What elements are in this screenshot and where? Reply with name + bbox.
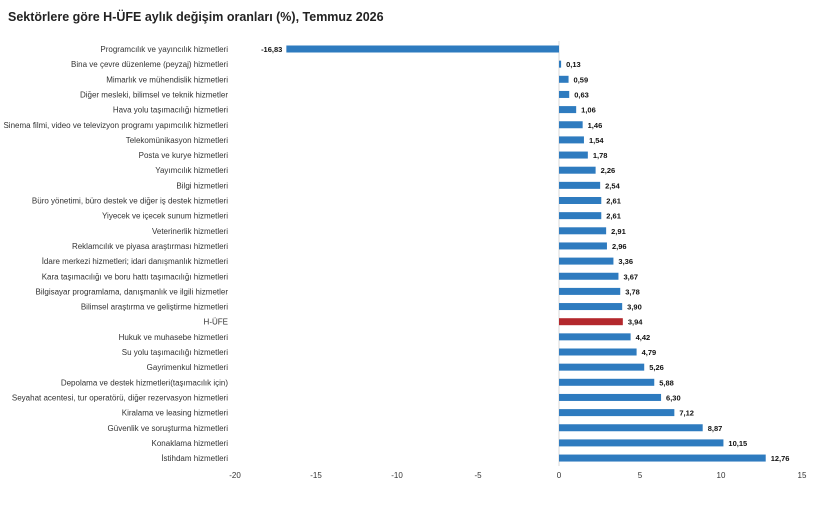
- bar: [559, 363, 645, 371]
- category-label: İdare merkezi hizmetleri; idari danışman…: [42, 257, 229, 266]
- category-label: Büro yönetimi, büro destek ve diğer iş d…: [32, 197, 228, 206]
- value-label: 3,78: [625, 287, 640, 296]
- value-label: 3,67: [623, 272, 638, 281]
- value-label: 3,94: [628, 318, 643, 327]
- category-label: Bilimsel araştırma ve geliştirme hizmetl…: [81, 303, 228, 312]
- bar: [559, 121, 583, 129]
- value-label: 4,79: [642, 348, 657, 357]
- bar: [559, 166, 596, 174]
- x-tick-label: -20: [229, 471, 241, 480]
- value-label: 8,87: [708, 424, 723, 433]
- x-tick-label: 10: [717, 471, 726, 480]
- category-label: Yiyecek ve içecek sunum hizmetleri: [102, 212, 228, 221]
- chart-title: Sektörlere göre H-ÜFE aylık değişim oran…: [8, 10, 384, 24]
- x-tick-label: 0: [557, 471, 562, 480]
- value-label: 0,63: [574, 90, 589, 99]
- x-tick-label: -5: [474, 471, 482, 480]
- x-tick-label: -15: [310, 471, 322, 480]
- bar: [286, 45, 559, 53]
- value-label: 0,59: [574, 75, 589, 84]
- category-label: Hava yolu taşımacılığı hizmetleri: [113, 106, 228, 115]
- value-label: 2,61: [606, 212, 621, 221]
- category-label: H-ÜFE: [204, 318, 228, 327]
- value-label: 2,61: [606, 197, 621, 206]
- value-label: 12,76: [771, 454, 790, 463]
- bar-highlight: [559, 318, 623, 326]
- value-label: 3,90: [627, 303, 642, 312]
- value-label: 10,15: [728, 439, 747, 448]
- value-label: 2,26: [601, 166, 616, 175]
- bar: [559, 227, 607, 235]
- category-label: Diğer mesleki, bilimsel ve teknik hizmet…: [80, 90, 228, 99]
- x-tick-label: 5: [638, 471, 643, 480]
- category-label: Konaklama hizmetleri: [152, 439, 229, 448]
- category-label: Güvenlik ve soruşturma hizmetleri: [108, 424, 229, 433]
- category-label: Kiralama ve leasing hizmetleri: [122, 409, 228, 418]
- category-label: Bina ve çevre düzenleme (peyzaj) hizmetl…: [71, 60, 228, 69]
- category-label: Telekomünikasyon hizmetleri: [126, 136, 228, 145]
- bar: [559, 197, 602, 204]
- bar: [559, 409, 675, 417]
- bar: [559, 424, 703, 432]
- value-label: 5,88: [659, 378, 674, 387]
- category-label: Hukuk ve muhasebe hizmetleri: [119, 333, 229, 342]
- category-label: Sinema filmi, video ve televizyon progra…: [3, 121, 228, 130]
- bar: [559, 378, 655, 386]
- value-label: 3,36: [618, 257, 633, 266]
- value-label: 4,42: [636, 333, 651, 342]
- bar: [559, 136, 584, 144]
- value-label: 0,13: [566, 60, 581, 69]
- bar: [559, 393, 662, 401]
- bar: [559, 151, 588, 159]
- bar: [559, 242, 607, 250]
- value-label: 5,26: [649, 363, 664, 372]
- bar: [559, 439, 724, 447]
- bar: [559, 106, 577, 114]
- value-label: -16,83: [261, 45, 282, 54]
- category-label: Reklamcılık ve piyasa araştırması hizmet…: [72, 242, 228, 251]
- bar: [559, 348, 637, 356]
- bar: [559, 90, 570, 98]
- bar: [559, 181, 601, 189]
- bar: [559, 272, 619, 280]
- category-label: Yayımcılık hizmetleri: [155, 166, 228, 175]
- value-label: 2,96: [612, 242, 627, 251]
- bar: [559, 333, 631, 341]
- value-label: 1,54: [589, 136, 604, 145]
- category-label: Bilgi hizmetleri: [176, 181, 228, 190]
- value-label: 7,12: [679, 409, 694, 418]
- category-label: Programcılık ve yayıncılık hizmetleri: [100, 45, 228, 54]
- category-label: Seyahat acentesi, tur operatörü, diğer r…: [12, 393, 228, 402]
- category-label: İstihdam hizmetleri: [161, 454, 228, 463]
- bar: [559, 75, 569, 83]
- x-tick-label: 15: [798, 471, 807, 480]
- category-label: Kara taşımacılığı ve boru hattı taşımacı…: [42, 272, 229, 281]
- category-label: Su yolu taşımacılığı hizmetleri: [122, 348, 228, 357]
- value-label: 6,30: [666, 393, 681, 402]
- bar: [559, 303, 623, 311]
- category-label: Bilgisayar programlama, danışmanlık ve i…: [35, 287, 228, 296]
- category-label: Gayrimenkul hizmetleri: [147, 363, 229, 372]
- category-label: Mimarlık ve mühendislik hizmetleri: [106, 75, 228, 84]
- bar: [559, 257, 614, 265]
- category-label: Depolama ve destek hizmetleri(taşımacılı…: [61, 378, 229, 387]
- value-label: 1,46: [588, 121, 603, 130]
- category-label: Posta ve kurye hizmetleri: [139, 151, 229, 160]
- bar: [559, 287, 621, 295]
- value-label: 1,06: [581, 106, 596, 115]
- bar: [559, 454, 766, 462]
- bar: [559, 60, 562, 68]
- x-tick-label: -10: [391, 471, 403, 480]
- category-label: Veterinerlik hizmetleri: [152, 227, 228, 236]
- value-label: 2,91: [611, 227, 626, 236]
- value-label: 1,78: [593, 151, 608, 160]
- value-label: 2,54: [605, 181, 620, 190]
- bar: [559, 212, 602, 220]
